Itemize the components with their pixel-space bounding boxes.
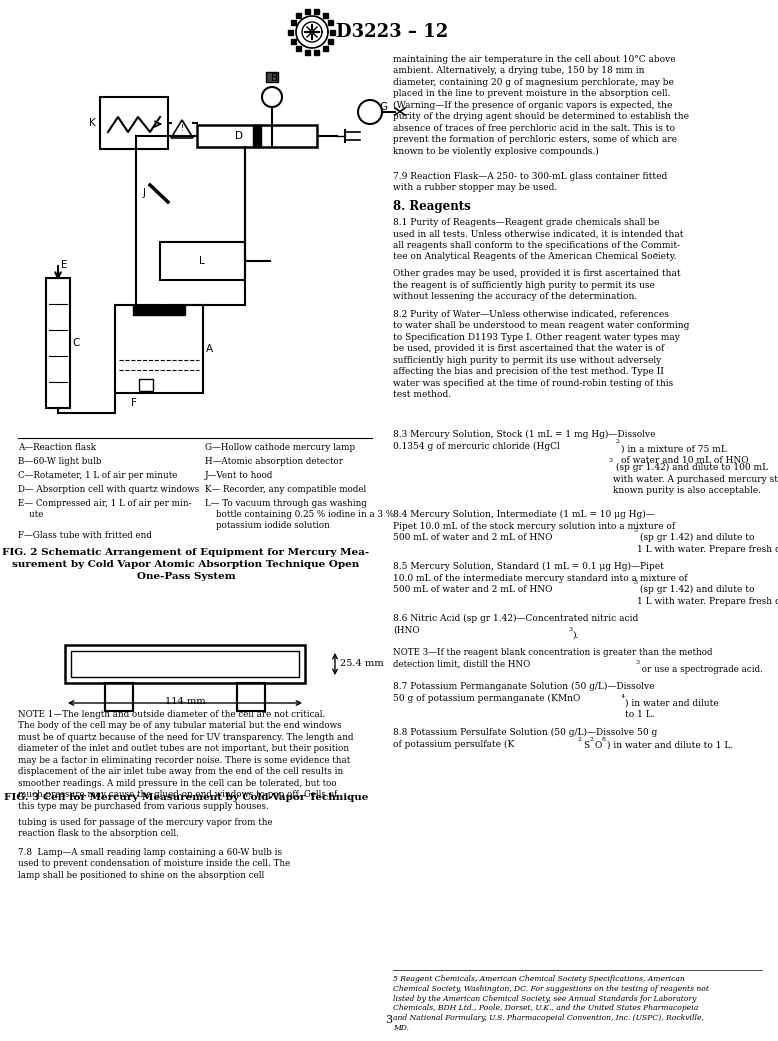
Bar (328, 21, 334, 25)
Bar (197, 125, 317, 147)
Bar (323, 14, 328, 18)
Text: (sp gr 1.42) and dilute to
1 L with water. Prepare fresh daily.: (sp gr 1.42) and dilute to 1 L with wate… (637, 585, 778, 606)
Text: tubing is used for passage of the mercury vapor from the
reaction flask to the a: tubing is used for passage of the mercur… (18, 818, 272, 838)
Text: 8.6 Nitric Acid (sp gr 1.42)—Concentrated nitric acid
(HNO: 8.6 Nitric Acid (sp gr 1.42)—Concentrate… (393, 614, 638, 635)
Text: G: G (379, 102, 387, 112)
Bar (100, 97, 168, 149)
Bar (115, 305, 203, 393)
Text: 4: 4 (621, 694, 626, 699)
Text: !: ! (180, 124, 184, 132)
Text: H—Atomic absorption detector: H—Atomic absorption detector (205, 457, 343, 466)
Bar (305, 9, 310, 14)
Text: A: A (206, 344, 213, 354)
Text: ) in a mixture of 75 mL
of water and 10 mL of HNO: ) in a mixture of 75 mL of water and 10 … (621, 445, 748, 465)
Text: 2: 2 (578, 737, 582, 742)
Bar (237, 683, 265, 711)
Bar (65, 645, 305, 683)
Bar (305, 50, 310, 55)
Bar (105, 683, 133, 711)
Text: 8.7 Potassium Permanganate Solution (50 g/L)—Dissolve
50 g of potassium permanga: 8.7 Potassium Permanganate Solution (50 … (393, 682, 654, 703)
Text: K: K (89, 118, 96, 128)
Text: ).: ). (572, 631, 578, 640)
Text: Other grades may be used, provided it is first ascertained that
the reagent is o: Other grades may be used, provided it is… (393, 258, 681, 301)
Text: S: S (583, 741, 589, 750)
Text: 7.9 Reaction Flask—A 250- to 300-mL glass container fitted
with a rubber stopper: 7.9 Reaction Flask—A 250- to 300-mL glas… (393, 172, 668, 193)
Text: 3: 3 (608, 458, 612, 463)
Text: 3: 3 (568, 627, 572, 632)
Bar (290, 39, 296, 44)
Text: 8.5 Mercury Solution, Standard (1 mL = 0.1 μg Hg)—Pipet
10.0 mL of the intermedi: 8.5 Mercury Solution, Standard (1 mL = 0… (393, 562, 688, 594)
Bar (253, 125, 261, 147)
Text: D3223 – 12: D3223 – 12 (336, 23, 448, 41)
Text: A—Reaction flask: A—Reaction flask (18, 443, 96, 452)
Text: ) in water and dilute
to 1 L.: ) in water and dilute to 1 L. (625, 699, 719, 719)
Text: O: O (595, 741, 602, 750)
Text: D— Absorption cell with quartz windows: D— Absorption cell with quartz windows (18, 485, 199, 494)
Bar (290, 21, 296, 25)
Text: 8.2 Purity of Water—Unless otherwise indicated, references
to water shall be und: 8.2 Purity of Water—Unless otherwise ind… (393, 310, 689, 399)
Text: ) in water and dilute to 1 L.: ) in water and dilute to 1 L. (607, 741, 733, 750)
Text: J: J (143, 188, 146, 198)
Text: E: E (61, 260, 68, 270)
Text: B—60-W light bulb: B—60-W light bulb (18, 457, 101, 466)
Text: 8.3 Mercury Solution, Stock (1 mL = 1 mg Hg)—Dissolve
0.1354 g of mercuric chlor: 8.3 Mercury Solution, Stock (1 mL = 1 mg… (393, 430, 656, 451)
Bar (160, 242, 245, 280)
Text: 3: 3 (635, 660, 639, 665)
Text: 3: 3 (633, 528, 637, 533)
Text: 8.4 Mercury Solution, Intermediate (1 mL = 10 μg Hg)—
Pipet 10.0 mL of the stock: 8.4 Mercury Solution, Intermediate (1 mL… (393, 510, 675, 542)
Text: 25.4 mm: 25.4 mm (340, 660, 384, 668)
Text: B: B (272, 73, 279, 83)
Text: 8.8 Potassium Persulfate Solution (50 g/L)—Dissolve 50 g
of potassium persulfate: 8.8 Potassium Persulfate Solution (50 g/… (393, 728, 657, 748)
Text: F—Glass tube with fritted end: F—Glass tube with fritted end (18, 531, 152, 540)
Text: 114 mm: 114 mm (165, 697, 205, 706)
Text: 5: 5 (653, 253, 657, 258)
Text: NOTE 1—The length and outside diameter of the cell are not critical.
The body of: NOTE 1—The length and outside diameter o… (18, 710, 353, 811)
Bar (71, 651, 299, 677)
Text: 5 Reagent Chemicals, American Chemical Society Specifications, American
Chemical: 5 Reagent Chemicals, American Chemical S… (393, 975, 709, 1032)
Bar (266, 72, 278, 82)
Text: 8.1 Purity of Reagents—Reagent grade chemicals shall be
used in all tests. Unles: 8.1 Purity of Reagents—Reagent grade che… (393, 218, 684, 261)
Text: FIG. 2 Schematic Arrangement of Equipment for Mercury Mea-
surement by Cold Vapo: FIG. 2 Schematic Arrangement of Equipmen… (2, 548, 370, 581)
Text: L— To vacuum through gas washing
    bottle containing 0.25 % iodine in a 3 %
  : L— To vacuum through gas washing bottle … (205, 499, 394, 530)
Text: G—Hollow cathode mercury lamp: G—Hollow cathode mercury lamp (205, 443, 355, 452)
Text: K— Recorder, any compatible model: K— Recorder, any compatible model (205, 485, 366, 494)
Bar (46, 278, 70, 408)
Text: F: F (131, 398, 137, 408)
Bar (296, 14, 301, 18)
Bar (314, 50, 319, 55)
Bar (133, 305, 185, 315)
Bar (328, 39, 334, 44)
Bar (296, 46, 301, 51)
Bar (139, 379, 153, 391)
Bar (314, 9, 319, 14)
Text: 7.8  Lamp—A small reading lamp containing a 60-W bulb is
used to prevent condens: 7.8 Lamp—A small reading lamp containing… (18, 848, 290, 880)
Text: D: D (235, 131, 243, 141)
Text: L: L (199, 256, 205, 266)
Text: 3: 3 (633, 580, 637, 585)
Text: 8. Reagents: 8. Reagents (393, 200, 471, 213)
Text: E— Compressed air, 1 L of air per min-
    ute: E— Compressed air, 1 L of air per min- u… (18, 499, 191, 519)
Text: C—Rotameter, 1 L of air per minute: C—Rotameter, 1 L of air per minute (18, 471, 177, 480)
Text: (sp gr 1.42) and dilute to 100 mL
with water. A purchased mercury stock solution: (sp gr 1.42) and dilute to 100 mL with w… (613, 463, 778, 496)
Text: FIG. 3 Cell for Mercury Measurement by Cold-Vapor Technique: FIG. 3 Cell for Mercury Measurement by C… (4, 793, 368, 802)
Text: NOTE 3—If the reagent blank concentration is greater than the method
detection l: NOTE 3—If the reagent blank concentratio… (393, 648, 713, 668)
Text: 2: 2 (616, 439, 620, 445)
Text: 8: 8 (602, 737, 606, 742)
Bar (289, 29, 293, 34)
Bar (323, 46, 328, 51)
Text: C: C (72, 338, 79, 348)
Bar (331, 29, 335, 34)
Text: (sp gr 1.42) and dilute to
1 L with water. Prepare fresh daily.: (sp gr 1.42) and dilute to 1 L with wate… (637, 533, 778, 554)
Text: 2: 2 (590, 737, 594, 742)
Text: J—Vent to hood: J—Vent to hood (205, 471, 273, 480)
Text: maintaining the air temperature in the cell about 10°C above
ambient. Alternativ: maintaining the air temperature in the c… (393, 55, 689, 156)
Text: or use a spectrograde acid.: or use a spectrograde acid. (639, 665, 763, 674)
Text: 3: 3 (385, 1015, 393, 1025)
